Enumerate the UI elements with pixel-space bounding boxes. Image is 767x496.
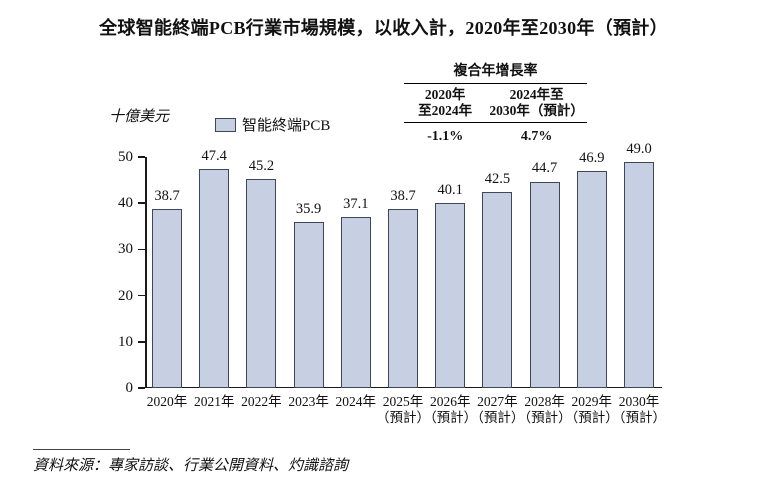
cagr-col-2-value: 4.7%	[520, 129, 553, 144]
bar	[340, 216, 371, 388]
x-tick-label: 2028年 （預計）	[517, 394, 572, 425]
bar	[246, 179, 277, 388]
bar	[293, 222, 324, 388]
y-tick-label: 40	[118, 195, 133, 212]
y-tick-label: 0	[125, 380, 134, 396]
x-tick-label: 2026年 （預計）	[423, 394, 478, 425]
bar-value-label: 37.1	[343, 195, 369, 212]
cagr-col-2-label: 2024年至 2030年（預計）	[489, 87, 584, 118]
cagr-col-1-value: -1.1%	[427, 129, 464, 144]
x-tick-label: 2022年	[241, 394, 282, 409]
x-tick-label: 2030年 （預計）	[612, 394, 666, 425]
bar-value-label: 46.9	[579, 150, 605, 167]
bar-value-label: 35.9	[295, 201, 322, 218]
bar	[199, 169, 230, 388]
bar-value-label: 44.7	[531, 160, 558, 177]
bar	[435, 202, 466, 388]
bar	[388, 209, 418, 388]
bar-value-label: 38.7	[154, 188, 180, 205]
cagr-table: 複合年增長率 2020年 至2024年 2024年至 2030年（預計） -1.…	[404, 60, 587, 145]
bar	[624, 161, 654, 388]
bar-value-label: 49.0	[626, 140, 652, 157]
y-tick	[138, 202, 145, 204]
source-text: 資料來源：專家訪談、行業公開資料、灼識諮詢	[33, 458, 349, 474]
y-axis-unit-label: 十億美元	[109, 109, 170, 125]
bar-value-label: 45.2	[248, 158, 275, 175]
y-tick	[138, 248, 145, 251]
cagr-table-header: 複合年增長率	[453, 64, 538, 79]
y-tick	[138, 387, 145, 389]
x-tick-label: 2029年 （預計）	[564, 394, 619, 425]
bar	[576, 171, 607, 388]
bar-value-label: 38.7	[390, 188, 416, 205]
cagr-values-row: -1.1% 4.7%	[404, 123, 587, 145]
y-tick	[138, 294, 145, 297]
bar	[482, 191, 513, 388]
bar-value-label: 47.4	[201, 148, 227, 165]
x-tick-label: 2020年	[146, 394, 188, 409]
source-divider	[33, 449, 130, 450]
bar	[152, 209, 182, 388]
y-tick	[138, 156, 145, 158]
legend-label: 智能終端PCB	[242, 118, 331, 134]
x-tick-label: 2021年	[193, 394, 235, 409]
y-axis-line	[145, 157, 147, 388]
plot-area: 0 10 20 30 40 50 38.7 2020年 47.4 2021年 45.2 2022年 35…	[118, 141, 666, 425]
y-tick-label: 50	[118, 149, 133, 165]
bar	[529, 181, 560, 388]
chart-title: 全球智能終端PCB行業市場規模，以收入計，2020年至2030年（預計）	[99, 18, 668, 38]
y-tick-label: 30	[118, 241, 133, 258]
bar-value-label: 40.1	[437, 181, 463, 198]
x-tick-label: 2024年	[335, 394, 377, 409]
x-tick-label: 2027年 （預計）	[470, 394, 525, 425]
cagr-bottom-rule	[404, 122, 587, 123]
x-tick-label: 2025年 （預計）	[376, 394, 430, 425]
y-tick	[138, 341, 145, 343]
y-tick-label: 10	[118, 333, 133, 350]
legend-swatch-icon	[215, 117, 236, 132]
cagr-column-headers: 2020年 至2024年 2024年至 2030年（預計）	[404, 84, 587, 122]
cagr-top-rule	[404, 83, 587, 84]
bar-value-label: 42.5	[484, 170, 511, 187]
y-tick-label: 20	[118, 287, 133, 304]
x-tick-label: 2023年	[288, 394, 329, 409]
cagr-col-1-label: 2020年 至2024年	[418, 87, 473, 118]
legend: 智能終端PCB	[215, 114, 330, 135]
